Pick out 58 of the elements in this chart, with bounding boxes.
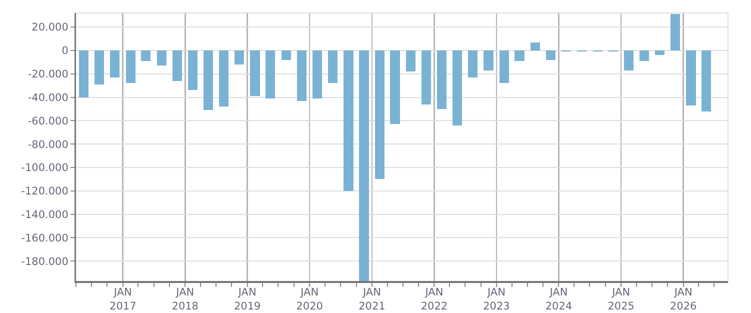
x-tick-label: JAN 2021 — [358, 286, 386, 312]
bar — [406, 50, 416, 72]
x-tick-label: JAN 2018 — [172, 286, 198, 312]
bar — [468, 50, 478, 78]
bar — [639, 50, 649, 61]
bar — [141, 50, 151, 61]
bar — [374, 50, 384, 180]
bar — [530, 42, 540, 50]
y-tick-label: -120.000 — [21, 186, 68, 198]
x-tick-label: JAN 2024 — [545, 286, 572, 312]
bar — [421, 50, 432, 104]
bar — [312, 50, 322, 98]
bar — [110, 50, 120, 78]
x-tick-label: JAN 2019 — [234, 286, 261, 312]
bar — [281, 50, 291, 60]
bar — [94, 50, 104, 84]
y-tick-label: -40.000 — [28, 92, 68, 104]
y-tick-label: -180.000 — [21, 256, 68, 268]
bar — [219, 50, 229, 107]
bar — [203, 50, 213, 110]
bar — [328, 50, 338, 84]
bar — [359, 50, 369, 281]
y-tick-label: -60.000 — [28, 115, 68, 128]
bar — [344, 50, 354, 191]
y-tick-label: -80.000 — [28, 138, 68, 151]
bar — [624, 50, 634, 70]
bar — [670, 14, 680, 50]
x-tick-label: JAN 2022 — [420, 286, 448, 312]
y-tick-label: 20.000 — [32, 22, 68, 34]
bar — [156, 50, 166, 66]
bar — [250, 50, 260, 96]
bar — [546, 50, 556, 60]
bar — [390, 50, 400, 124]
bar — [188, 50, 198, 90]
bar — [234, 50, 244, 64]
bar — [437, 50, 447, 109]
bar — [172, 50, 182, 81]
y-tick-label: -160.000 — [21, 232, 68, 244]
bar — [126, 50, 136, 84]
bar — [266, 50, 276, 98]
x-tick-label: JAN 2026 — [670, 286, 698, 312]
bar — [686, 50, 696, 106]
x-tick-label: JAN 2025 — [608, 286, 634, 312]
y-tick-label: -140.000 — [21, 208, 68, 221]
x-tick-label: JAN 2023 — [483, 286, 510, 312]
bar — [654, 50, 665, 56]
bar — [499, 50, 509, 84]
x-tick-label: JAN 2020 — [296, 286, 323, 312]
y-tick-label: -100.000 — [21, 162, 68, 174]
y-tick-label: -20.000 — [28, 68, 68, 81]
bar — [452, 50, 462, 126]
bar — [296, 50, 306, 101]
bar — [702, 50, 712, 112]
x-tick-label: JAN 2017 — [110, 286, 136, 312]
bar — [484, 50, 494, 70]
bar — [514, 50, 524, 61]
bar — [78, 50, 88, 98]
y-tick-label: 0 — [62, 45, 68, 58]
